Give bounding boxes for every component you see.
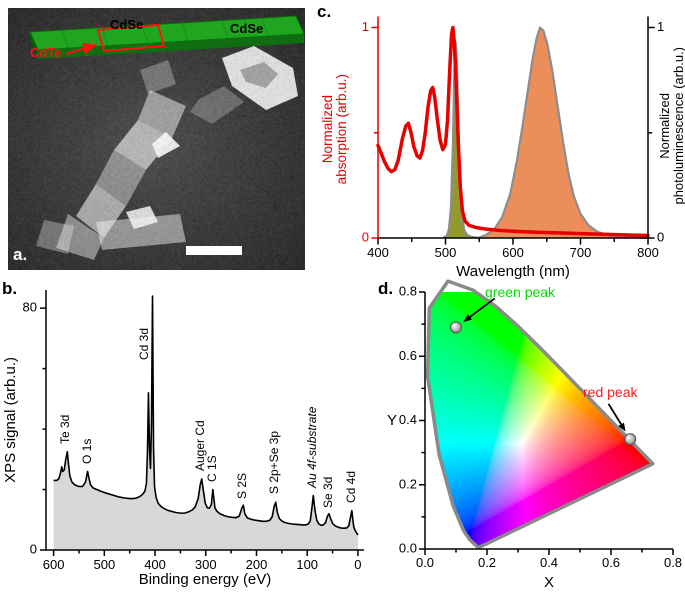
xps-peak-label: Te 3d	[59, 415, 71, 444]
red-peak-label: red peak	[583, 384, 637, 400]
xps-axis-title: XPS signal (arb.u.)	[3, 290, 19, 550]
spectra-chart-canvas	[317, 0, 685, 290]
tem-panel: CdSe CdSe CdTe a.	[8, 8, 305, 270]
xps-peak-label: S 2S	[236, 473, 248, 499]
inset-label-cdte: CdTe	[30, 46, 62, 59]
structure-schematic	[22, 10, 305, 74]
green-peak-label: green peak	[485, 284, 555, 300]
xps-peak-label: Cd 3d	[138, 328, 150, 360]
xps-peak-label: Cd 4d	[345, 471, 357, 503]
xps-peak-label: C 1S	[206, 455, 218, 482]
spectra-panel: Normalized absorption (arb.u.) Normalize…	[317, 0, 685, 290]
cie-x-axis-title: X	[425, 574, 673, 591]
xps-peak-label: O 1s	[81, 439, 93, 464]
pl-axis-title-line1: Normalized	[658, 93, 672, 159]
inset-label-cdse-crown: CdSe	[230, 22, 263, 35]
scale-bar	[186, 246, 242, 255]
xps-peak-label: S 2p+Se 3p	[268, 431, 280, 494]
panel-letter-c: c.	[317, 3, 331, 20]
xps-peak-label: Au 4f-substrate	[306, 407, 318, 488]
absorption-axis-title: Normalized absorption (arb.u.)	[321, 20, 349, 238]
absorption-axis-title-line2: absorption (arb.u.)	[335, 74, 349, 184]
xps-peak-label: Auger Cd	[194, 421, 206, 472]
xps-axis-title-text: XPS signal (arb.u.)	[3, 357, 19, 483]
inset-label-cdse-core: CdSe	[110, 18, 143, 31]
cie-panel: X Y green peak red peak d.	[375, 278, 685, 595]
binding-energy-axis-title: Binding energy (eV)	[46, 571, 364, 588]
panel-letter-a: a.	[13, 246, 27, 263]
xps-panel: XPS signal (arb.u.) Binding energy (eV) …	[0, 278, 375, 595]
pl-axis-title-line2: photoluminescence (arb.u.)	[672, 47, 685, 205]
xps-peak-label: Se 3d	[322, 476, 334, 507]
absorption-axis-title-line1: Normalized	[321, 95, 335, 163]
cie-y-axis-title: Y	[387, 412, 397, 429]
panel-letter-b: b.	[2, 280, 17, 297]
pl-axis-title: Normalized photoluminescence (arb.u.)	[658, 14, 685, 238]
panel-letter-d: d.	[378, 280, 393, 297]
cie-chart-canvas	[375, 278, 685, 595]
